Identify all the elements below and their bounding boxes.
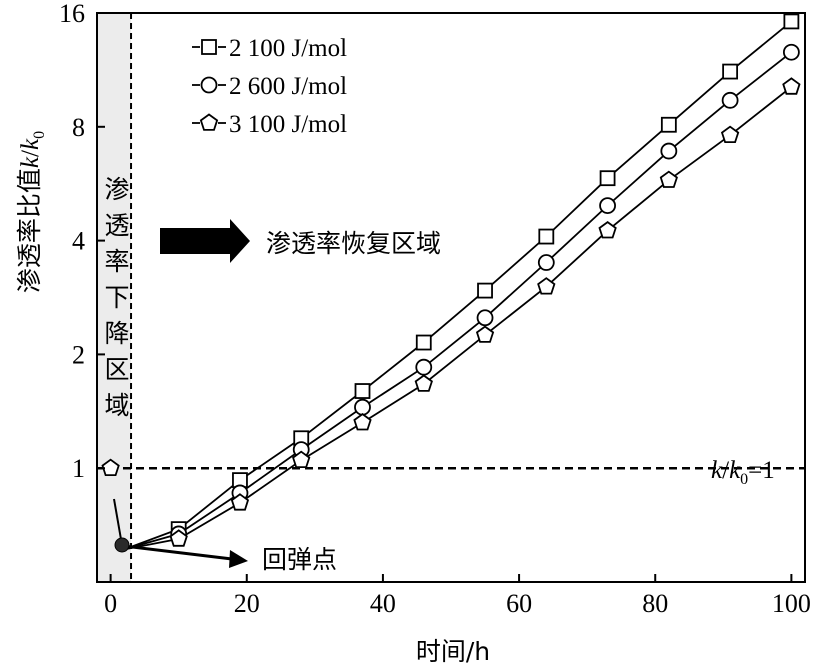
decline-label-char: 域 [104,391,129,420]
data-point-circle [782,43,800,61]
data-point-circle [415,358,433,376]
data-point-pentagon [101,458,120,477]
series-line-2 [123,51,792,551]
data-point-pentagon [475,325,495,343]
y-axis-title-k: k [17,156,44,168]
y-tick-label: 2 [72,340,85,369]
decline-region [97,13,132,582]
x-axis-title: 时间/h [416,637,490,666]
data-point-circle [537,254,555,271]
y-axis-title-slash: / [17,150,44,157]
series-line-3 [124,86,792,551]
data-point-circle [200,76,218,94]
decline-label-char: 渗 [104,175,129,204]
data-point-pentagon [537,277,556,295]
data-point-square [201,39,217,55]
legend-label: 2 600 J/mol [229,73,347,100]
y-tick-label: 1 [72,454,85,483]
ref-label-sub: 0 [740,471,748,488]
decline-label-char: 降 [104,319,129,348]
plot-frame [96,12,806,583]
data-point-pentagon [292,450,311,469]
y-tick-label: 4 [72,227,85,256]
data-point-square [783,13,800,30]
data-point-square [599,170,616,187]
ref-label-slash: / [722,457,729,484]
data-point-circle [476,309,494,327]
data-point-circle [660,142,678,160]
data-point-pentagon [230,493,250,511]
y-tick-label: 16 [59,0,85,28]
data-point-square [415,334,432,351]
y-axis-title-k0: k [17,138,44,150]
legend-label: 3 100 J/mol [229,111,347,138]
legend: 2 100 J/mol 2 600 J/mol 3 100 J/mol [192,35,347,138]
data-point-pentagon [414,374,433,392]
rebound-point-label: 回弹点 [262,545,337,574]
data-point-square [477,282,493,299]
data-point-square [354,383,371,399]
y-axis-title-sub: 0 [31,131,48,139]
data-point-pentagon [199,113,219,131]
decline-label-char: 透 [104,211,129,240]
ref-label-rest: =1 [748,457,775,484]
legend-label: 2 100 J/mol [229,35,347,62]
y-tick-label: 8 [72,113,85,142]
marker-layer [101,13,801,547]
x-tick-label: 60 [506,589,532,618]
recovery-region-label: 渗透率恢复区域 [266,229,441,258]
x-tick-label: 20 [234,589,260,618]
data-point-square [660,116,677,133]
rebound-arrow-shaft [123,544,233,561]
series-line-1 [123,20,792,551]
data-point-pentagon [353,412,372,431]
x-tick-label: 40 [370,589,396,618]
tick-layer: 0 20 40 60 80 100 1 2 4 8 16 [59,0,811,618]
y-axis-title-prefix: 渗透率比值 [15,168,44,293]
x-tick-label: 80 [642,589,668,618]
x-tick-label: 0 [104,589,117,618]
decline-label-char: 区 [104,355,129,384]
rebound-pointer-upper [113,498,123,546]
data-point-pentagon [659,170,678,188]
data-point-pentagon [169,529,188,547]
decline-label-char: 率 [104,247,129,276]
data-point-pentagon [720,125,740,144]
decline-label-char: 下 [104,283,129,312]
data-point-square [538,228,555,245]
series-layer [123,20,792,551]
ref-label-k: k [711,457,723,484]
data-point-pentagon [782,77,801,95]
reference-line-label: k/k0=1 [711,457,775,488]
y-axis-title: 渗透率比值k/k0 [15,131,48,293]
ref-label-k0: k [729,457,741,484]
x-tick-label: 100 [772,589,811,618]
recovery-arrow [160,219,250,263]
data-point-pentagon [598,220,617,239]
data-point-circle [354,398,371,416]
rebound-arrow-head [229,550,248,568]
data-point-circle [721,91,739,109]
data-point-square [722,63,739,80]
data-point-circle [599,197,616,215]
rebound-point-marker [114,537,130,553]
